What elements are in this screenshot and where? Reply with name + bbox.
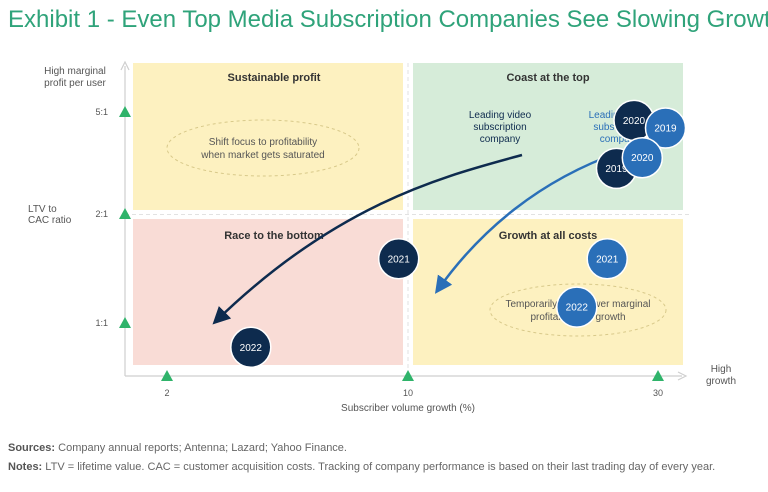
audio-point-2019 <box>644 107 687 149</box>
point-year-label: 2019 <box>654 124 677 135</box>
video-point-2021 <box>377 238 420 280</box>
video-series-label: Leading video subscription company <box>469 110 532 145</box>
axis-triangles <box>119 106 664 381</box>
point-year-label: 2022 <box>566 303 589 314</box>
audio-trajectory-arrow <box>434 150 621 294</box>
quadrant-label-sustainable-profit: Sustainable profit <box>228 72 321 84</box>
y-tick-label: 2:1 <box>95 209 108 219</box>
sources-label: Sources: <box>8 442 56 454</box>
point-year-label: 2021 <box>596 254 619 265</box>
quadrant-growth-at-all-costs <box>413 219 683 365</box>
notes-footnote: Notes: LTV = lifetime value. CAC = custo… <box>8 461 715 473</box>
triangle-marker <box>161 370 173 381</box>
y-tick-label: 1:1 <box>95 318 108 328</box>
triangle-marker <box>402 370 414 381</box>
quadrant-sustainable-profit <box>133 63 403 210</box>
x-axis-label: Subscriber volume growth (%) <box>341 403 475 414</box>
quadrant-label-race-to-the-bottom: Race to the bottom <box>224 230 324 242</box>
video-trajectory-arrow <box>212 153 523 325</box>
triangle-marker <box>119 106 131 117</box>
x-tick-label: 2 <box>164 388 169 398</box>
note-shift-focus: Shift focus to profitability when market … <box>166 119 360 177</box>
y-axis-label: LTV to CAC ratio <box>28 204 72 226</box>
audio-point-2022 <box>556 286 598 328</box>
point-year-label: 2020 <box>623 116 646 127</box>
x-axis-right-label: High growth <box>706 364 736 387</box>
point-year-label: 2021 <box>388 254 411 265</box>
chart-title: Exhibit 1 - Even Top Media Subscription … <box>8 6 768 33</box>
sources-footnote: Sources: Company annual reports; Antenna… <box>8 442 347 454</box>
audio-point-2021 <box>586 238 628 280</box>
audio-point-2020 <box>621 136 664 179</box>
point-year-label: 2022 <box>240 343 263 354</box>
notes-text: LTV = lifetime value. CAC = customer acq… <box>45 461 716 473</box>
y-tick-label: 5:1 <box>95 107 108 117</box>
notes-label: Notes: <box>8 461 43 473</box>
x-axis-arrowhead <box>677 371 688 381</box>
x-tick-label: 10 <box>403 388 413 398</box>
triangle-marker <box>119 317 131 328</box>
sources-text: Company annual reports; Antenna; Lazard;… <box>58 442 347 454</box>
x-tick-label: 30 <box>653 388 663 398</box>
point-year-label: 2019 <box>605 164 628 175</box>
quadrant-label-growth-at-all-costs: Growth at all costs <box>499 230 597 242</box>
y-axis-arrowhead <box>120 60 130 71</box>
y-axis-top-label: High marginal profit per user <box>44 66 106 89</box>
triangle-marker <box>652 370 664 381</box>
quadrant-label-coast-at-the-top: Coast at the top <box>506 72 589 84</box>
point-year-label: 2020 <box>631 153 654 164</box>
video-point-2022 <box>230 326 272 369</box>
triangle-marker <box>119 208 131 219</box>
